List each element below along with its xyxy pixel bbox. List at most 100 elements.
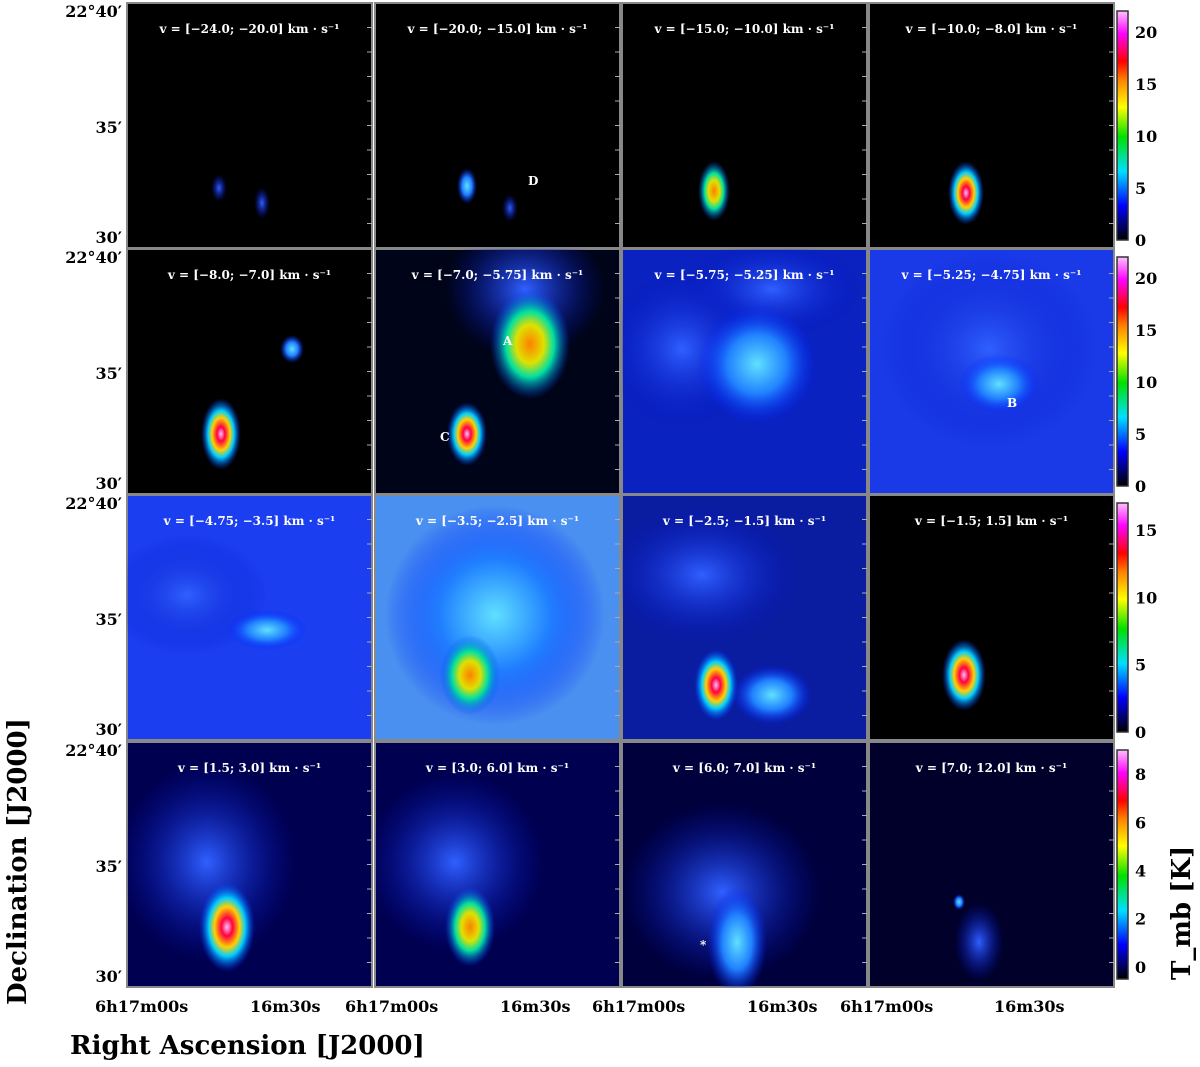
colorbar-tick-label: 10 bbox=[1135, 588, 1157, 607]
source-marker-label: B bbox=[1007, 396, 1017, 410]
colorbar-tick-label: 2 bbox=[1135, 910, 1146, 929]
panel-background bbox=[868, 2, 1115, 249]
colorbar-tick-label: 0 bbox=[1135, 958, 1146, 977]
y-tick-label: 35′ bbox=[96, 610, 122, 629]
emission-feature bbox=[490, 289, 570, 399]
y-tick-label: 30′ bbox=[96, 474, 122, 493]
emission-feature bbox=[622, 505, 802, 645]
channel-panel: v = [1.5; 3.0] km · s⁻¹ bbox=[126, 741, 373, 988]
colorbar-tick-label: 5 bbox=[1135, 656, 1146, 675]
channel-panel: v = [−3.5; −2.5] km · s⁻¹ bbox=[374, 494, 621, 741]
emission-feature bbox=[440, 635, 500, 715]
colorbar-scale bbox=[1116, 10, 1129, 241]
velocity-range-label: v = [−24.0; −20.0] km · s⁻¹ bbox=[159, 22, 340, 36]
colorbar-tick-label: 15 bbox=[1135, 75, 1157, 94]
emission-feature bbox=[694, 649, 738, 721]
colorbar-tick-label: 0 bbox=[1135, 231, 1146, 250]
emission-feature bbox=[942, 639, 986, 711]
colorbar-tick-label: 8 bbox=[1135, 765, 1146, 784]
panel-background bbox=[126, 2, 373, 249]
panel-background bbox=[868, 494, 1115, 741]
x-tick-label: 6h17m00s bbox=[95, 997, 188, 1016]
y-tick-label: 35′ bbox=[96, 857, 122, 876]
colorbar-tick-label: 15 bbox=[1135, 321, 1157, 340]
colorbar-tick-label: 5 bbox=[1135, 179, 1146, 198]
emission-feature bbox=[211, 174, 227, 202]
emission-feature bbox=[447, 402, 487, 466]
y-tick-label: 35′ bbox=[96, 364, 122, 383]
velocity-range-label: v = [−5.75; −5.25] km · s⁻¹ bbox=[654, 268, 835, 282]
x-tick-label: 6h17m00s bbox=[840, 997, 933, 1016]
velocity-range-label: v = [3.0; 6.0] km · s⁻¹ bbox=[425, 761, 569, 775]
emission-feature bbox=[697, 304, 817, 424]
colorbar-tick-label: 10 bbox=[1135, 373, 1157, 392]
colorbar-tick-label: 20 bbox=[1135, 269, 1157, 288]
colorbar: 0 5 10 15 20 bbox=[1116, 10, 1157, 250]
velocity-range-label: v = [−4.75; −3.5] km · s⁻¹ bbox=[163, 514, 336, 528]
panel-background bbox=[621, 2, 868, 249]
x-tick-label: 16m30s bbox=[994, 997, 1064, 1016]
channel-panel: v = [6.0; 7.0] km · s⁻¹ * bbox=[621, 741, 868, 988]
channel-panel: v = [−5.75; −5.25] km · s⁻¹ bbox=[621, 248, 868, 495]
colorbar-label: T_mb [K] bbox=[1167, 846, 1197, 980]
colorbar-tick-label: 5 bbox=[1135, 425, 1146, 444]
emission-feature bbox=[502, 194, 518, 222]
channel-panel: v = [−5.25; −4.75] km · s⁻¹ B bbox=[868, 248, 1115, 495]
source-marker-label: C bbox=[440, 430, 450, 444]
emission-feature bbox=[457, 168, 477, 204]
x-tick-label: 16m30s bbox=[250, 997, 320, 1016]
colorbar-tick-label: 6 bbox=[1135, 813, 1146, 832]
y-tick-label: 22°40′ bbox=[65, 494, 122, 513]
emission-feature bbox=[280, 335, 304, 363]
source-marker-label: A bbox=[502, 334, 513, 348]
colorbar: 0 5 10 15 20 bbox=[1116, 256, 1157, 496]
channel-panel: v = [−4.75; −3.5] km · s⁻¹ bbox=[126, 494, 373, 741]
colorbar-scale bbox=[1116, 256, 1129, 487]
colorbar-tick-label: 20 bbox=[1135, 23, 1157, 42]
colorbar-tick-label: 0 bbox=[1135, 477, 1146, 496]
y-tick-label: 22°40′ bbox=[65, 248, 122, 267]
velocity-range-label: v = [1.5; 3.0] km · s⁻¹ bbox=[177, 761, 321, 775]
emission-feature bbox=[199, 882, 255, 972]
emission-feature bbox=[948, 161, 984, 225]
channel-panel: v = [−24.0; −20.0] km · s⁻¹ bbox=[126, 2, 373, 249]
velocity-range-label: v = [−5.25; −4.75] km · s⁻¹ bbox=[901, 268, 1082, 282]
y-tick-label: 30′ bbox=[96, 228, 122, 247]
colorbar-tick-label: 10 bbox=[1135, 127, 1157, 146]
x-tick-label: 16m30s bbox=[500, 997, 570, 1016]
emission-feature bbox=[227, 610, 307, 650]
emission-feature bbox=[622, 802, 822, 982]
x-tick-label: 6h17m00s bbox=[345, 997, 438, 1016]
panel-background bbox=[126, 248, 373, 495]
colorbar-tick-label: 0 bbox=[1135, 723, 1146, 742]
channel-panel: v = [−15.0; −10.0] km · s⁻¹ bbox=[621, 2, 868, 249]
emission-feature bbox=[954, 902, 1004, 982]
y-tick-label: 22°40′ bbox=[65, 2, 122, 21]
emission-feature bbox=[959, 354, 1039, 414]
emission-feature bbox=[698, 161, 730, 221]
channel-panel: v = [−7.0; −5.75] km · s⁻¹ A C bbox=[374, 248, 621, 495]
colorbar: 0 2 4 6 8 bbox=[1116, 749, 1146, 980]
emission-feature bbox=[707, 887, 767, 987]
velocity-range-label: v = [6.0; 7.0] km · s⁻¹ bbox=[672, 761, 816, 775]
velocity-range-label: v = [−1.5; 1.5] km · s⁻¹ bbox=[914, 514, 1068, 528]
colorbar-scale bbox=[1116, 502, 1129, 733]
colorbar-tick-label: 15 bbox=[1135, 521, 1157, 540]
velocity-range-label: v = [7.0; 12.0] km · s⁻¹ bbox=[915, 761, 1068, 775]
y-tick-label: 22°40′ bbox=[65, 741, 122, 760]
channel-panel: v = [−2.5; −1.5] km · s⁻¹ bbox=[621, 494, 868, 741]
channel-panel: v = [−20.0; −15.0] km · s⁻¹ D bbox=[374, 2, 621, 249]
x-tick-label: 16m30s bbox=[747, 997, 817, 1016]
y-tick-label: 30′ bbox=[96, 967, 122, 986]
source-marker-label: D bbox=[528, 174, 538, 188]
velocity-range-label: v = [−7.0; −5.75] km · s⁻¹ bbox=[411, 268, 584, 282]
colorbar-scale bbox=[1116, 749, 1129, 980]
emission-feature bbox=[201, 398, 241, 470]
emission-feature bbox=[732, 665, 812, 725]
velocity-range-label: v = [−8.0; −7.0] km · s⁻¹ bbox=[167, 268, 331, 282]
colorbar: 0 5 10 15 bbox=[1116, 502, 1157, 742]
emission-feature bbox=[375, 772, 545, 952]
emission-feature bbox=[879, 249, 1099, 449]
colorbar-tick-label: 4 bbox=[1135, 862, 1146, 881]
